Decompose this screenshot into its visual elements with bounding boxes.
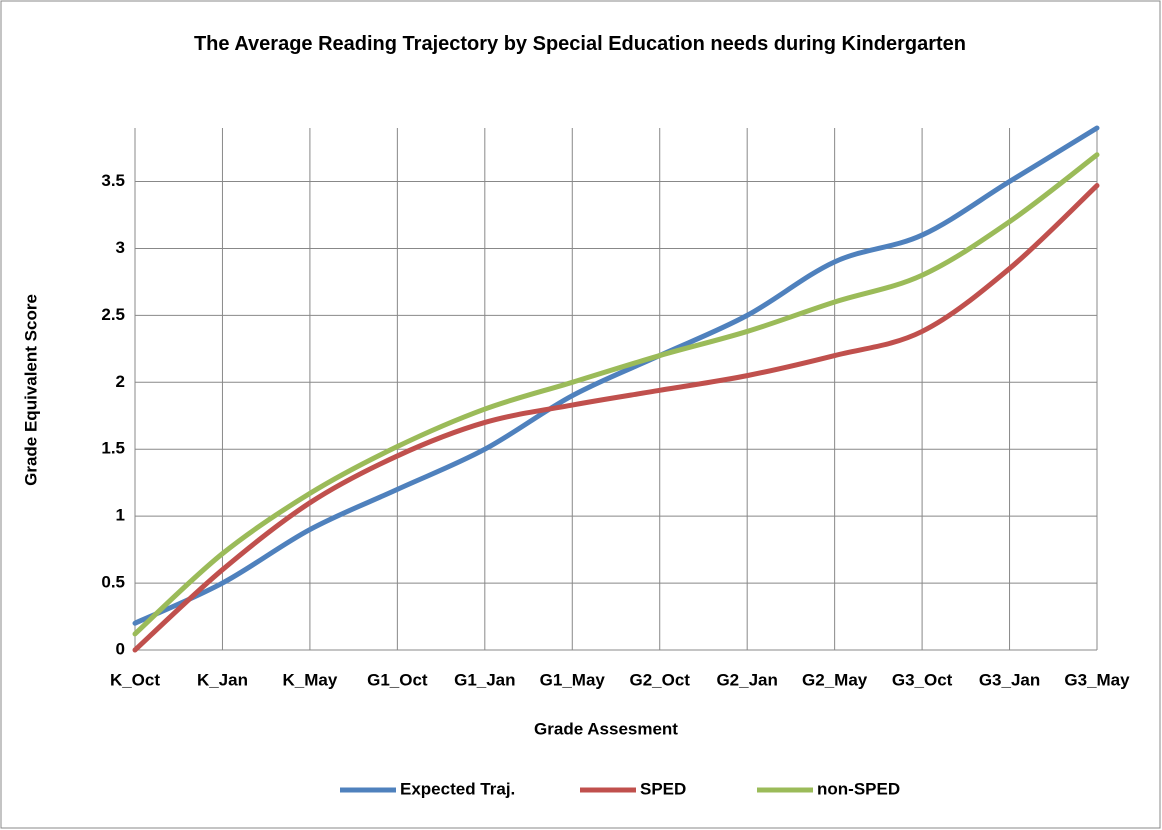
- y-tick-label: 2.5: [101, 305, 125, 324]
- x-tick-label: G1_Jan: [454, 670, 515, 689]
- series-line: [132, 125, 1100, 626]
- x-tick-label: G3_Jan: [979, 670, 1040, 689]
- y-tick-label: 3.5: [101, 171, 125, 190]
- y-tick-label: 3: [116, 238, 125, 257]
- x-tick-label: K_Jan: [197, 670, 248, 689]
- y-tick-label: 2: [116, 372, 125, 391]
- legend-label: Expected Traj.: [400, 779, 515, 798]
- series-line: [132, 152, 1100, 637]
- series-line: [132, 183, 1100, 653]
- legend-label: SPED: [640, 779, 686, 798]
- y-tick-label: 0: [116, 639, 125, 658]
- y-tick-label: 1.5: [101, 439, 125, 458]
- x-tick-label: G3_Oct: [892, 670, 953, 689]
- x-tick-label: K_May: [283, 670, 338, 689]
- x-tick-label: K_Oct: [110, 670, 160, 689]
- x-tick-label: G2_May: [802, 670, 868, 689]
- y-tick-label: 0.5: [101, 573, 125, 592]
- chart-title: The Average Reading Trajectory by Specia…: [193, 33, 967, 55]
- y-tick-label: 1: [116, 506, 125, 525]
- legend-label: non-SPED: [817, 779, 900, 798]
- x-tick-label: G1_Oct: [367, 670, 428, 689]
- y-axis-label: Grade Equivalent Score: [21, 294, 40, 486]
- x-axis-label: Grade Assesment: [534, 719, 678, 738]
- x-tick-label: G1_May: [540, 670, 606, 689]
- x-tick-label: G3_May: [1064, 670, 1130, 689]
- x-tick-label: G2_Jan: [716, 670, 777, 689]
- x-tick-label: G2_Oct: [629, 670, 690, 689]
